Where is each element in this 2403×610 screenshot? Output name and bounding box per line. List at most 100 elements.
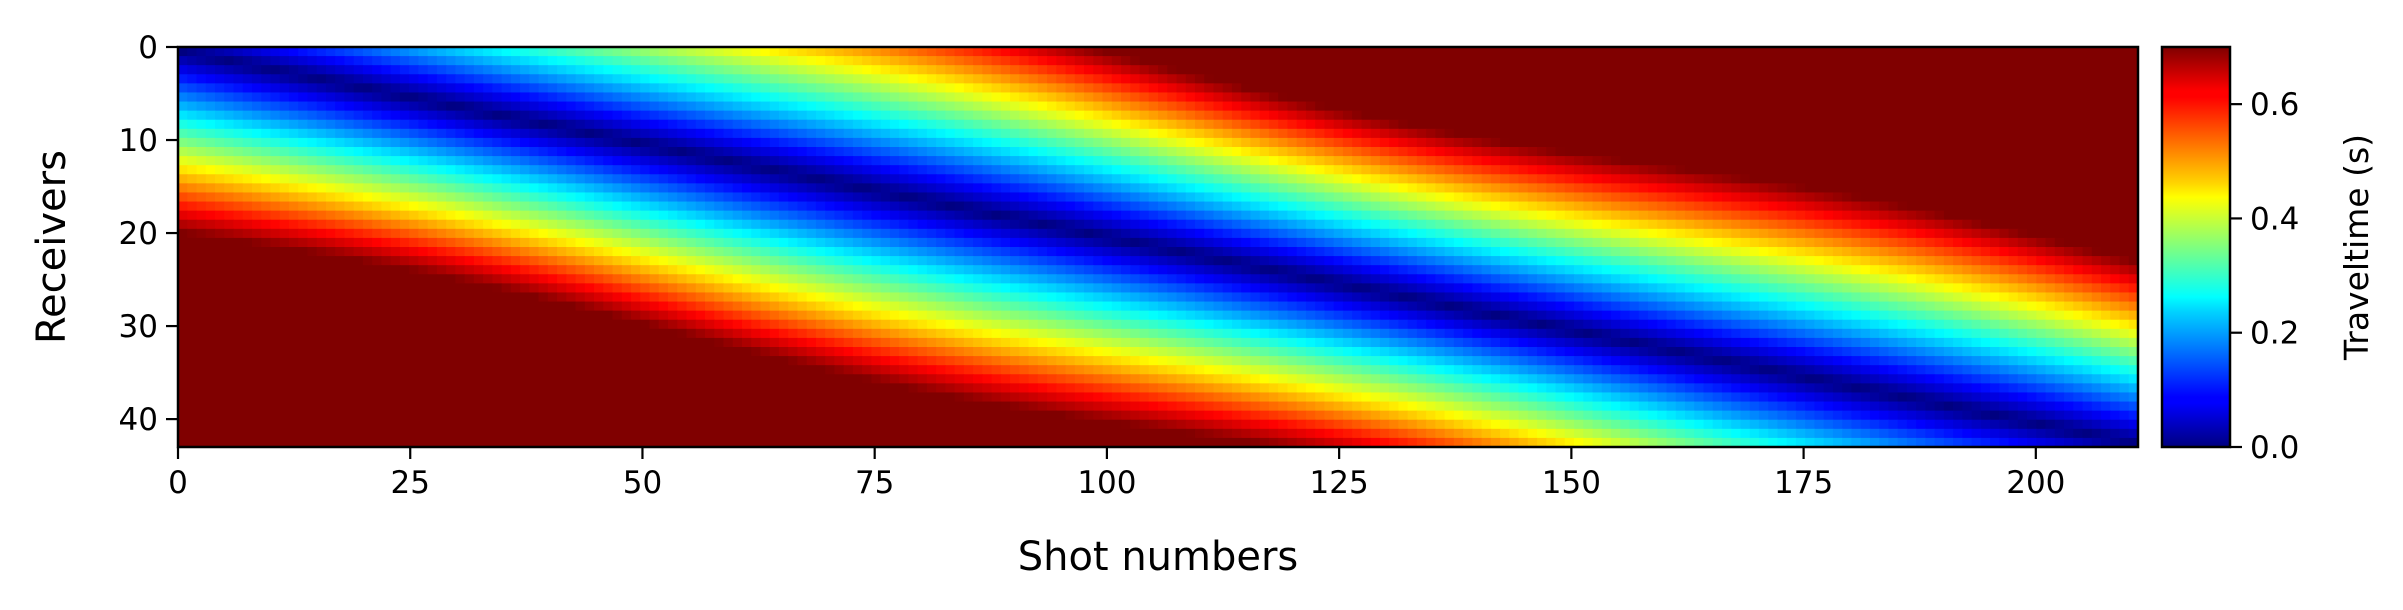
heatmap-cell <box>1259 256 1270 266</box>
heatmap-cell <box>1102 92 1113 103</box>
heatmap-cell <box>1028 201 1039 212</box>
heatmap-cell <box>1176 119 1187 130</box>
heatmap-cell <box>658 247 669 257</box>
heatmap-cell <box>1416 183 1427 194</box>
heatmap-cell <box>1518 110 1529 121</box>
heatmap-cell <box>2119 101 2130 112</box>
heatmap-cell <box>390 47 401 57</box>
heatmap-cell <box>1721 83 1732 94</box>
heatmap-cell <box>1278 228 1289 239</box>
heatmap-cell <box>196 65 207 75</box>
heatmap-cell <box>612 128 623 139</box>
heatmap-cell <box>1721 74 1732 84</box>
heatmap-cell <box>251 156 262 166</box>
heatmap-cell <box>714 137 725 148</box>
heatmap-cell <box>1389 237 1399 248</box>
heatmap-cell <box>2110 192 2121 203</box>
heatmap-cell <box>1583 247 1594 257</box>
heatmap-cell <box>1500 210 1510 221</box>
heatmap-cell <box>1370 119 1381 130</box>
heatmap-cell <box>899 101 909 112</box>
heatmap-cell <box>316 147 327 157</box>
heatmap-cell <box>834 210 845 221</box>
heatmap-cell <box>1518 47 1529 57</box>
heatmap-cell <box>316 219 327 230</box>
heatmap-cell <box>1546 219 1557 230</box>
heatmap-cell <box>473 210 484 221</box>
heatmap-cell <box>270 47 281 57</box>
heatmap-cell <box>1999 237 2010 248</box>
heatmap-cell <box>1925 201 1936 212</box>
heatmap-cell <box>1694 128 1705 139</box>
heatmap-cell <box>353 156 364 166</box>
heatmap-cell <box>1037 101 1048 112</box>
heatmap-cell <box>464 56 475 66</box>
heatmap-cell <box>233 119 244 130</box>
heatmap-cell <box>1851 174 1862 184</box>
heatmap-cell <box>603 92 614 103</box>
heatmap-cell <box>815 74 826 84</box>
heatmap-cell <box>1333 192 1344 203</box>
heatmap-cell <box>455 147 466 157</box>
heatmap-cell <box>1250 228 1261 239</box>
heatmap-cell <box>1583 47 1594 57</box>
heatmap-cell <box>658 56 669 66</box>
heatmap-cell <box>362 228 373 239</box>
heatmap-cell <box>1731 156 1742 166</box>
heatmap-cell <box>2008 210 2019 221</box>
heatmap-cell <box>1268 174 1279 184</box>
heatmap-cell <box>834 256 845 266</box>
heatmap-cell <box>723 137 734 148</box>
heatmap-cell <box>806 147 817 157</box>
heatmap-cell <box>1777 237 1788 248</box>
heatmap-cell <box>945 92 956 103</box>
heatmap-cell <box>436 110 447 121</box>
heatmap-cell <box>1555 128 1566 139</box>
heatmap-cell <box>1860 247 1871 257</box>
heatmap-cell <box>2008 228 2019 239</box>
heatmap-cell <box>307 156 318 166</box>
heatmap-cell <box>418 65 429 75</box>
heatmap-cell <box>825 101 836 112</box>
heatmap-cell <box>1315 119 1326 130</box>
heatmap-cell <box>1333 74 1344 84</box>
heatmap-cell <box>566 110 577 121</box>
heatmap-cell <box>1148 56 1159 66</box>
heatmap-cell <box>1435 92 1446 103</box>
heatmap-cell <box>1019 119 1030 130</box>
heatmap-cell <box>1204 210 1215 221</box>
heatmap-cell <box>298 137 309 148</box>
heatmap-cell <box>1916 147 1926 157</box>
heatmap-cell <box>1749 137 1760 148</box>
heatmap-cell <box>751 237 762 248</box>
heatmap-cell <box>1943 128 1954 139</box>
heatmap-cell <box>1074 56 1085 66</box>
heatmap-cell <box>2119 47 2130 57</box>
heatmap-cell <box>658 183 669 194</box>
heatmap-cell <box>1777 128 1788 139</box>
heatmap-cell <box>584 256 595 266</box>
heatmap-cell <box>1065 137 1076 148</box>
heatmap-cell <box>954 101 965 112</box>
heatmap-cell <box>1721 92 1732 103</box>
heatmap-cell <box>741 47 752 57</box>
heatmap-cell <box>1379 192 1390 203</box>
heatmap-cell <box>677 237 688 248</box>
heatmap-cell <box>1546 183 1557 194</box>
heatmap-cell <box>797 101 808 112</box>
heatmap-cell <box>520 147 530 157</box>
heatmap-cell <box>1111 128 1122 139</box>
heatmap-cell <box>455 47 466 57</box>
heatmap-cell <box>1426 192 1436 203</box>
heatmap-cell <box>1463 156 1473 166</box>
heatmap-cell <box>778 247 789 257</box>
heatmap-cell <box>1934 74 1945 84</box>
heatmap-cell <box>1241 192 1252 203</box>
heatmap-cell <box>1213 237 1224 248</box>
heatmap-cell <box>2045 56 2056 66</box>
heatmap-cell <box>1000 128 1011 139</box>
heatmap-cell <box>1241 147 1252 157</box>
heatmap-cell <box>2045 110 2056 121</box>
heatmap-cell <box>1139 47 1150 57</box>
heatmap-cell <box>436 165 447 175</box>
